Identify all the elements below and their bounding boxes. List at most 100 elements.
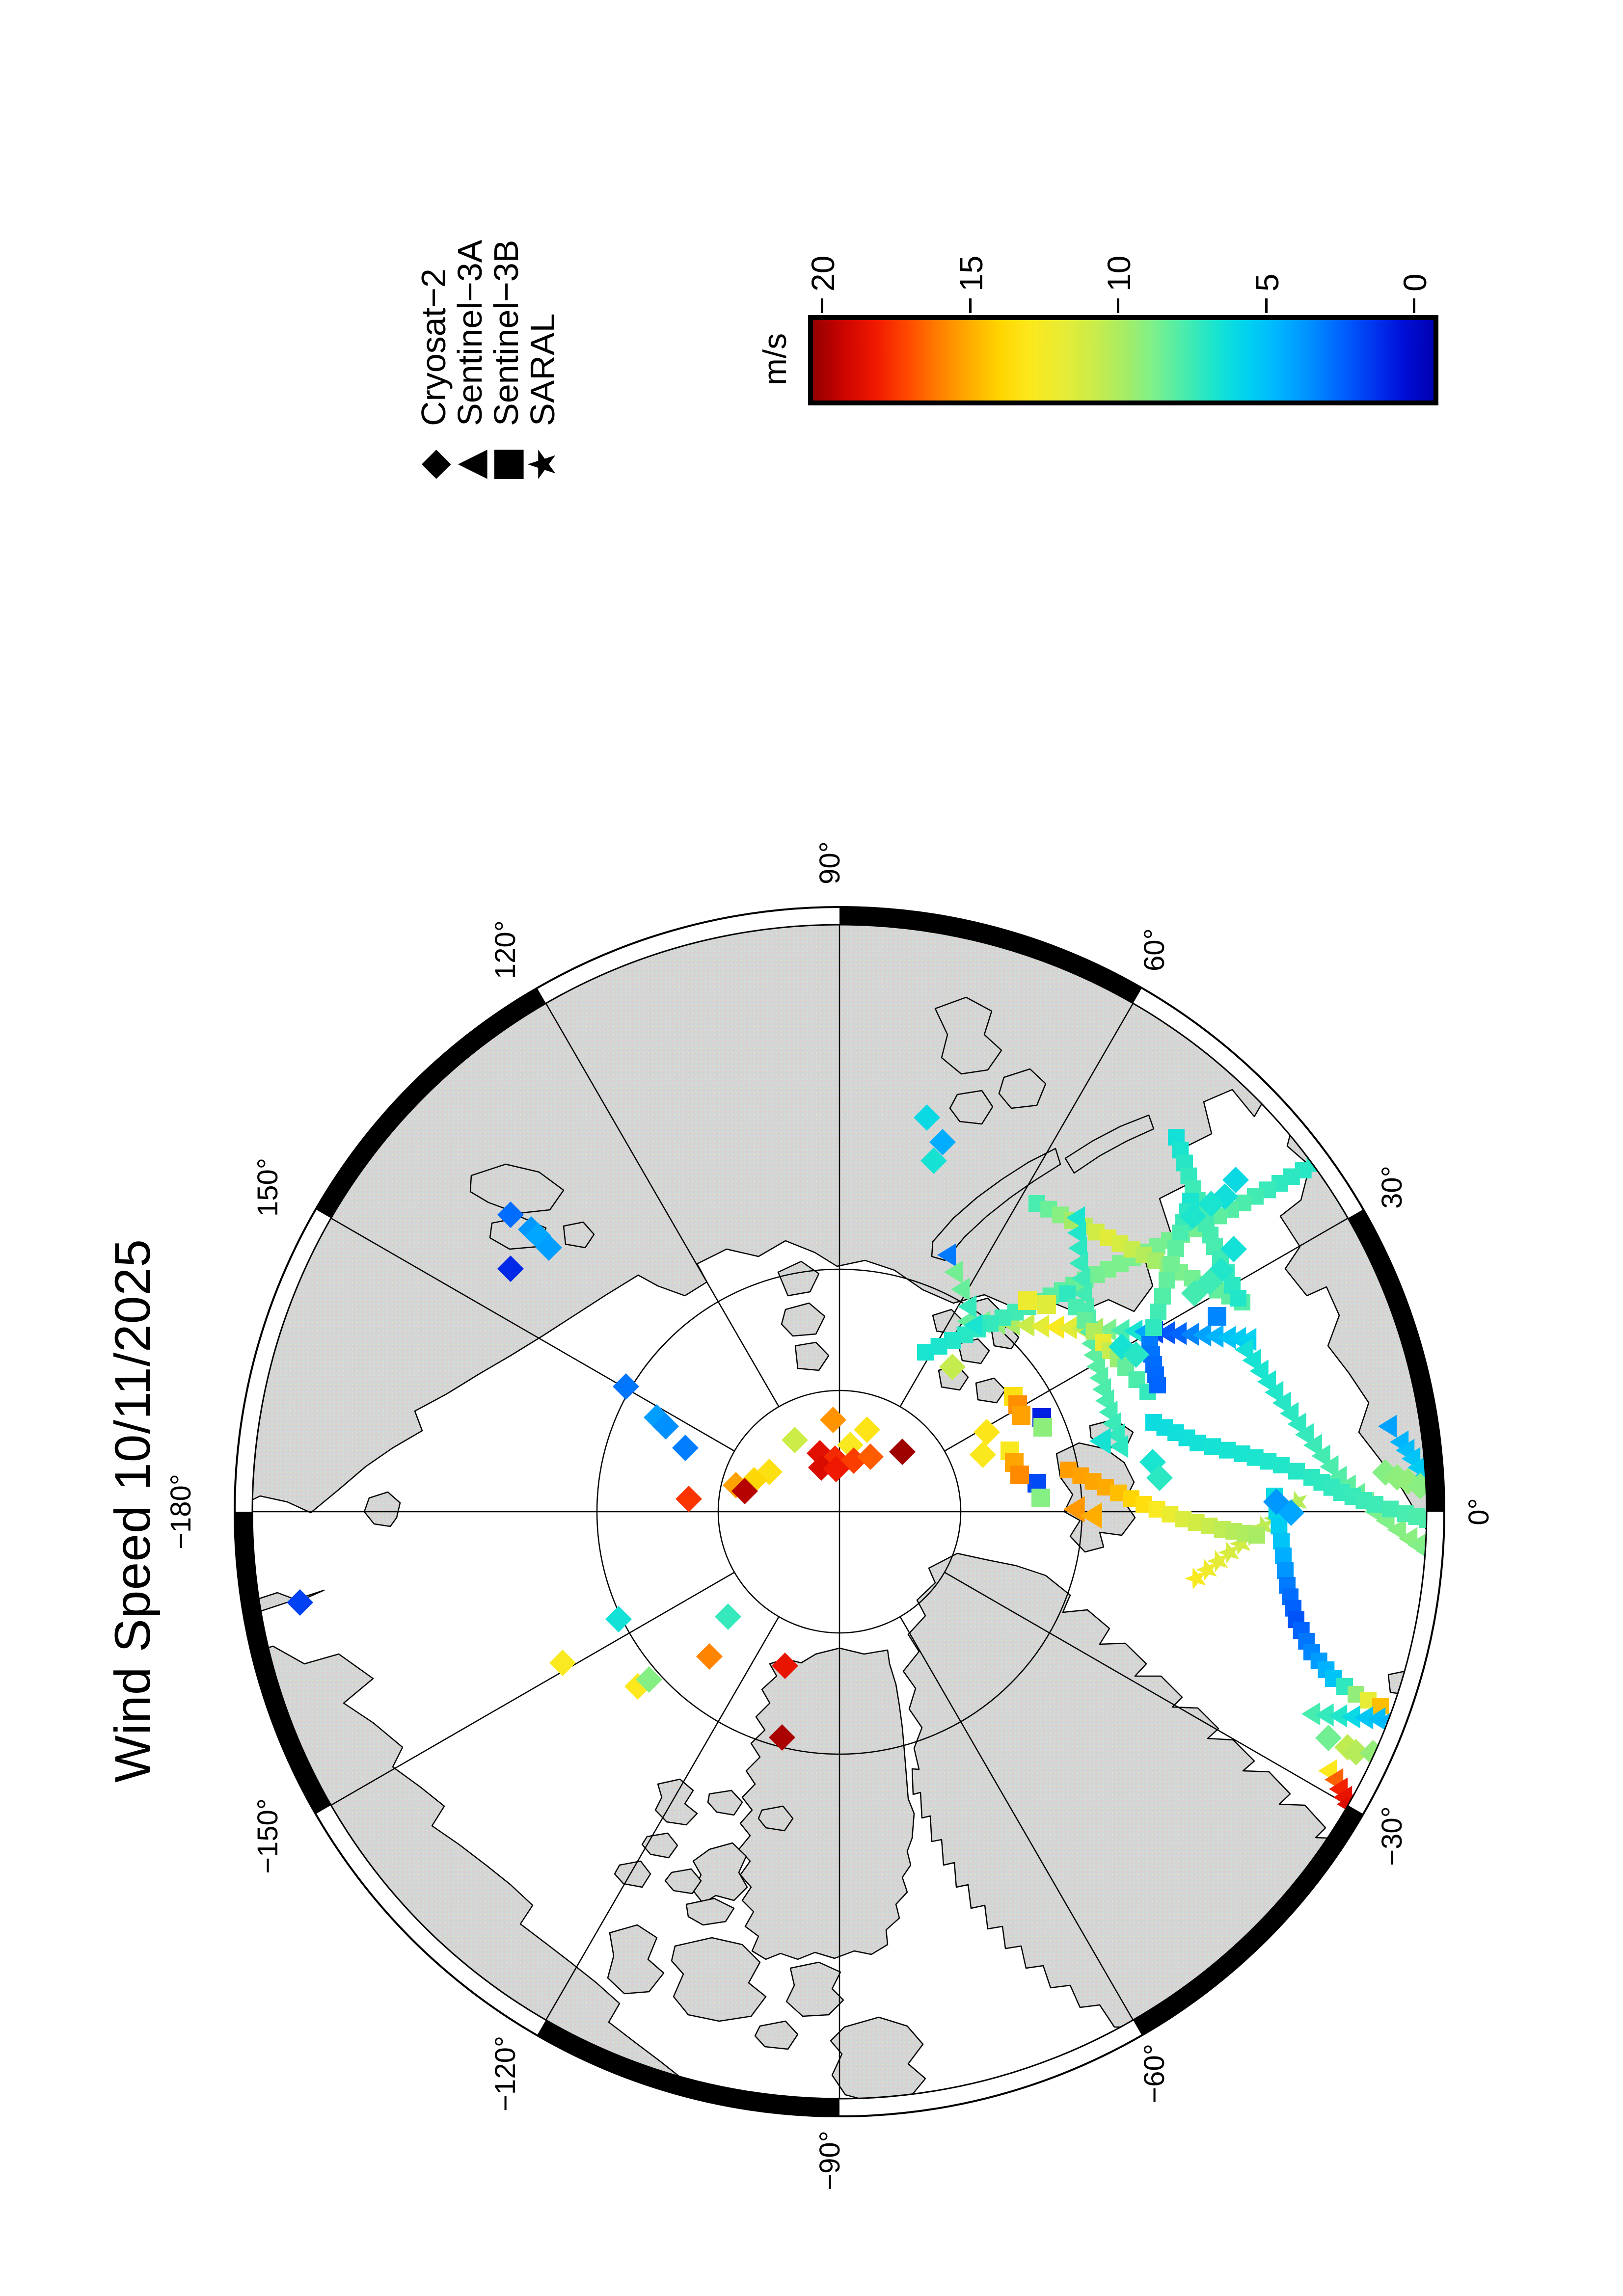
data-layer: [287, 1104, 1427, 1816]
land-polygon: [934, 996, 1002, 1075]
data-marker-3B: [1110, 1484, 1127, 1501]
data-marker-C2: [676, 1486, 702, 1512]
data-marker-3B: [1419, 1511, 1427, 1528]
data-marker-3B: [1037, 1295, 1056, 1314]
legend-row-saral: ★ SARAL: [520, 240, 565, 496]
data-marker-3B: [1162, 1506, 1179, 1522]
meridian-label: −60°: [1138, 2044, 1170, 2104]
data-marker-3B: [1136, 1496, 1152, 1513]
meridian-label: 90°: [814, 841, 846, 884]
meridian-line: [944, 1572, 1349, 1806]
data-marker-3B: [1148, 1501, 1165, 1518]
data-marker-3A: [1265, 1381, 1284, 1404]
data-marker-SR: [1252, 1515, 1273, 1538]
colorbar-tick: [821, 298, 823, 313]
border-band-segment: [839, 907, 1142, 1004]
diamond-icon: ◆: [411, 450, 456, 479]
land-polygon: [931, 1148, 1061, 1261]
data-marker-3A: [1354, 1706, 1374, 1730]
data-marker-C2: [731, 1478, 758, 1504]
data-marker-3A: [1110, 1319, 1130, 1342]
land-polygon: [469, 1163, 565, 1214]
colorbar-tick: [1413, 298, 1415, 313]
land-polygon: [777, 1260, 820, 1297]
data-marker-3A: [1217, 1326, 1236, 1349]
data-marker-3A: [1295, 1423, 1314, 1446]
data-marker-C2: [914, 1104, 940, 1131]
data-marker-3B: [1068, 1299, 1084, 1315]
data-marker-3A: [958, 1295, 977, 1318]
data-marker-3B: [1190, 1435, 1206, 1451]
data-marker-3B: [1018, 1291, 1037, 1310]
data-marker-3A: [951, 1278, 970, 1301]
land-polygon: [975, 1377, 1006, 1404]
data-marker-3A: [1030, 1314, 1050, 1338]
data-marker-3B: [1204, 1438, 1221, 1455]
data-marker-SR: [1286, 1491, 1307, 1513]
border-band-segment: [1348, 1209, 1444, 1512]
data-marker-C2: [772, 1653, 798, 1679]
data-marker-3B: [1097, 1479, 1114, 1495]
data-marker-3B: [1201, 1518, 1218, 1534]
border-band-segment: [316, 988, 546, 1218]
data-marker-3B: [1059, 1285, 1076, 1302]
data-marker-3B: [1154, 1288, 1171, 1305]
data-marker-3B: [1028, 1474, 1046, 1493]
land-polygon: [754, 2020, 799, 2050]
legend-row-cryosat2: ◆ Cryosat−2: [411, 240, 456, 496]
data-marker-C2: [889, 1439, 916, 1465]
data-marker-3B: [1273, 1457, 1290, 1473]
land-polygon: [607, 1924, 665, 1995]
data-marker-3B: [1150, 1304, 1166, 1320]
legend-label: Cryosat−2: [414, 268, 453, 426]
data-marker-C2: [820, 1407, 846, 1433]
data-marker-3B: [1172, 1142, 1189, 1159]
data-marker-3B: [1275, 1548, 1292, 1564]
data-marker-3A: [944, 1260, 963, 1284]
data-marker-3A: [1063, 1496, 1085, 1522]
data-marker-3B: [1123, 1490, 1139, 1507]
data-marker-C2: [1407, 1473, 1427, 1499]
data-marker-C2: [497, 1201, 524, 1228]
land-polygon: [785, 1961, 844, 2017]
data-marker-C2: [1222, 1167, 1249, 1193]
data-marker-3A: [1081, 1502, 1102, 1529]
data-marker-3B: [1260, 1453, 1277, 1470]
legend-label: Sentinel−3B: [487, 240, 525, 426]
data-marker-3B: [1188, 1514, 1205, 1531]
data-marker-C2: [696, 1643, 723, 1670]
data-marker-3B: [1033, 1418, 1052, 1437]
data-marker-C2: [1180, 1203, 1206, 1229]
data-marker-C2: [857, 1443, 884, 1470]
meridian-labels: 90° 60° 30° 0° −30° −60° −90° −120° −150° −180° 15…: [165, 841, 1495, 2190]
data-marker-3B: [1367, 1496, 1383, 1513]
data-marker-C2: [1343, 1739, 1369, 1765]
data-marker-3A: [1156, 1321, 1175, 1345]
data-marker-3B: [1159, 1272, 1175, 1289]
data-marker-3A: [1168, 1322, 1187, 1345]
legend-label: SARAL: [523, 313, 562, 426]
land-polygon: [998, 1068, 1047, 1109]
land-polygon: [685, 1897, 735, 1926]
land-polygon: [707, 1789, 743, 1816]
data-marker-3A: [1378, 1415, 1397, 1438]
data-marker-3B: [1149, 1377, 1166, 1393]
land-polygon: [738, 1647, 915, 1960]
data-marker-3B: [1219, 1442, 1236, 1459]
colorbar-gradient: [808, 315, 1438, 405]
data-marker-3B: [1012, 1406, 1030, 1425]
meridian-line: [545, 1616, 780, 2021]
data-marker-3B: [1248, 1527, 1265, 1544]
land-polygon: [671, 1937, 767, 2022]
data-marker-3A: [1257, 1370, 1276, 1393]
data-marker-3A: [1311, 1444, 1330, 1468]
data-marker-3A: [1109, 1435, 1129, 1458]
data-marker-C2: [1123, 1341, 1149, 1368]
data-marker-SR: [1229, 1532, 1251, 1555]
data-marker-3A: [1124, 1319, 1143, 1343]
plot-title: Wind Speed 10/11/2025: [105, 1239, 161, 1783]
data-marker-3B: [930, 1338, 947, 1355]
meridian-label: −120°: [489, 2036, 521, 2111]
land-polygon: [692, 1842, 748, 1904]
